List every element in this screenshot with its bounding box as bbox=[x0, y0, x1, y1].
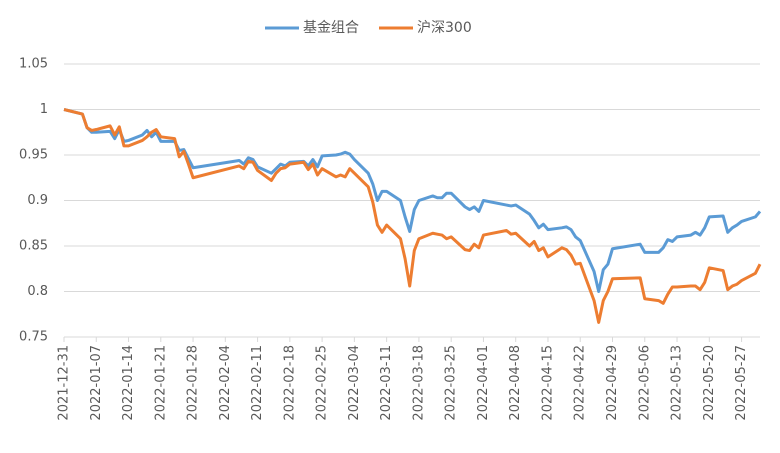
line-series bbox=[63, 108, 762, 324]
x-tick-label: 2022-05-27 bbox=[734, 345, 749, 421]
x-tick-label: 2022-03-18 bbox=[411, 345, 426, 421]
x-tick-label: 2022-04-15 bbox=[540, 345, 555, 421]
x-tick-label: 2022-03-04 bbox=[347, 345, 362, 421]
x-tick-label: 2022-04-01 bbox=[476, 345, 491, 421]
x-tick-label: 2022-03-11 bbox=[379, 345, 394, 421]
x-tick-label: 2022-05-13 bbox=[670, 345, 685, 421]
x-tick-label: 2022-02-11 bbox=[250, 345, 265, 421]
x-tick-label: 2022-04-29 bbox=[605, 345, 620, 421]
y-tick-label: 0.9 bbox=[27, 193, 48, 208]
x-tick-label: 2022-01-28 bbox=[186, 345, 201, 421]
x-tick-label: 2022-03-25 bbox=[444, 345, 459, 421]
y-tick-label: 1.05 bbox=[19, 57, 48, 72]
y-tick-label: 0.85 bbox=[19, 239, 48, 254]
y-tick-label: 1 bbox=[40, 102, 48, 117]
y-tick-label: 0.75 bbox=[19, 330, 48, 345]
x-tick-label: 2022-04-08 bbox=[508, 345, 523, 421]
x-tick-label: 2022-04-22 bbox=[573, 345, 588, 421]
x-tick-label: 2022-01-21 bbox=[153, 345, 168, 421]
legend-label: 基金组合 bbox=[303, 19, 359, 36]
x-tick-label: 2022-05-20 bbox=[702, 345, 717, 421]
x-tick-label: 2022-01-14 bbox=[121, 345, 136, 421]
x-tick-label: 2022-01-07 bbox=[89, 345, 104, 421]
x-tick-label: 2022-05-06 bbox=[637, 345, 652, 421]
x-tick-label: 2022-02-25 bbox=[315, 345, 330, 421]
legend-label: 沪深300 bbox=[417, 20, 472, 36]
x-tick-label: 2021-12-31 bbox=[57, 345, 72, 421]
line-series bbox=[63, 108, 762, 293]
y-tick-label: 0.8 bbox=[27, 284, 48, 299]
y-tick-label: 0.95 bbox=[19, 148, 48, 163]
x-tick-label: 2022-02-04 bbox=[218, 345, 233, 421]
x-tick-label: 2022-02-18 bbox=[282, 345, 297, 421]
